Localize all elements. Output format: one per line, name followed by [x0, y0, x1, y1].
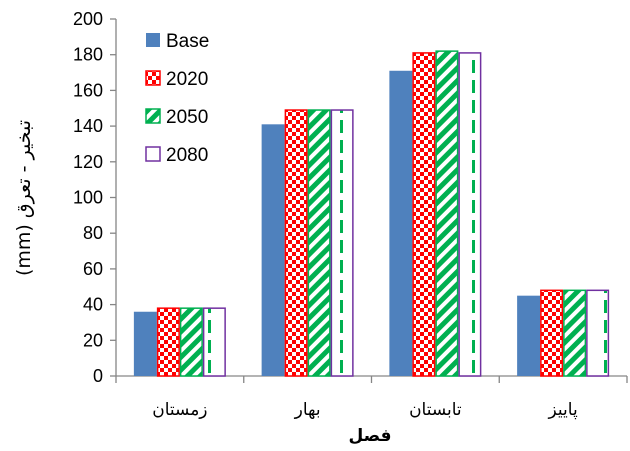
bar [458, 52, 482, 377]
category-label: بهار [294, 400, 321, 420]
category-label: پاییز [548, 400, 578, 420]
bar [179, 307, 203, 377]
y-tick-label: 40 [83, 295, 103, 315]
category-label: تابستان [409, 400, 462, 420]
bar [540, 289, 564, 377]
legend-label: Base [166, 31, 209, 52]
bar [307, 109, 331, 377]
y-tick-label: 160 [73, 80, 103, 100]
bar [261, 124, 285, 376]
y-tick-label: 140 [73, 116, 103, 136]
bar [435, 50, 459, 377]
legend-swatch [145, 108, 161, 124]
y-axis: 0 20 40 60 80 100 120 140 160 180 200 [73, 9, 117, 386]
bar [517, 295, 541, 376]
y-axis-title: تبخیر - تعرق (mm) [13, 120, 35, 276]
y-tick-label: 120 [73, 152, 103, 172]
bar [586, 289, 610, 377]
bar [202, 307, 226, 377]
x-axis: زمستان بهار تابستان پاییز [115, 375, 628, 420]
legend-swatch [145, 70, 161, 86]
bar [284, 109, 308, 377]
y-tick-label: 100 [73, 188, 103, 208]
y-tick-label: 180 [73, 45, 103, 65]
y-tick-label: 0 [93, 366, 103, 386]
bar [563, 289, 587, 377]
y-tick-label: 60 [83, 259, 103, 279]
category-label: زمستان [152, 400, 207, 420]
bar [330, 109, 354, 377]
bars [133, 50, 610, 377]
bar [389, 70, 413, 376]
bar [156, 307, 180, 377]
y-tick-label: 200 [73, 9, 103, 29]
bar [133, 311, 157, 376]
legend-label: 2050 [166, 107, 208, 128]
x-axis-title: فصل [348, 426, 391, 446]
legend-swatch [145, 146, 161, 162]
legend-swatch [146, 33, 160, 47]
y-tick-label: 20 [83, 330, 103, 350]
legend-label: 2020 [166, 69, 208, 90]
legend-label: 2080 [166, 145, 208, 166]
y-tick-label: 80 [83, 223, 103, 243]
legend: Base 2020 2050 2080 [145, 31, 209, 166]
bar [412, 52, 436, 377]
